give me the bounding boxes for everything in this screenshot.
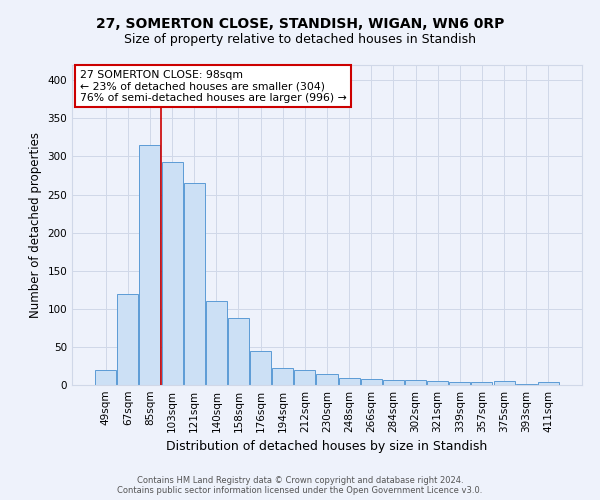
Bar bbox=[295, 370, 316, 385]
Bar bbox=[118, 294, 139, 385]
Bar bbox=[361, 379, 382, 385]
Bar bbox=[449, 382, 470, 385]
Bar bbox=[272, 368, 293, 385]
Bar bbox=[472, 382, 493, 385]
Bar bbox=[250, 350, 271, 385]
X-axis label: Distribution of detached houses by size in Standish: Distribution of detached houses by size … bbox=[166, 440, 488, 454]
Bar bbox=[405, 380, 426, 385]
Bar bbox=[228, 318, 249, 385]
Text: Contains HM Land Registry data © Crown copyright and database right 2024.
Contai: Contains HM Land Registry data © Crown c… bbox=[118, 476, 482, 495]
Text: 27, SOMERTON CLOSE, STANDISH, WIGAN, WN6 0RP: 27, SOMERTON CLOSE, STANDISH, WIGAN, WN6… bbox=[96, 18, 504, 32]
Bar bbox=[206, 301, 227, 385]
Text: 27 SOMERTON CLOSE: 98sqm
← 23% of detached houses are smaller (304)
76% of semi-: 27 SOMERTON CLOSE: 98sqm ← 23% of detach… bbox=[80, 70, 346, 103]
Text: Size of property relative to detached houses in Standish: Size of property relative to detached ho… bbox=[124, 32, 476, 46]
Bar bbox=[161, 162, 182, 385]
Bar bbox=[515, 384, 536, 385]
Bar bbox=[139, 145, 160, 385]
Bar bbox=[494, 381, 515, 385]
Bar bbox=[427, 381, 448, 385]
Bar bbox=[184, 183, 205, 385]
Bar bbox=[316, 374, 338, 385]
Bar bbox=[383, 380, 404, 385]
Bar bbox=[95, 370, 116, 385]
Bar bbox=[338, 378, 359, 385]
Y-axis label: Number of detached properties: Number of detached properties bbox=[29, 132, 42, 318]
Bar bbox=[538, 382, 559, 385]
